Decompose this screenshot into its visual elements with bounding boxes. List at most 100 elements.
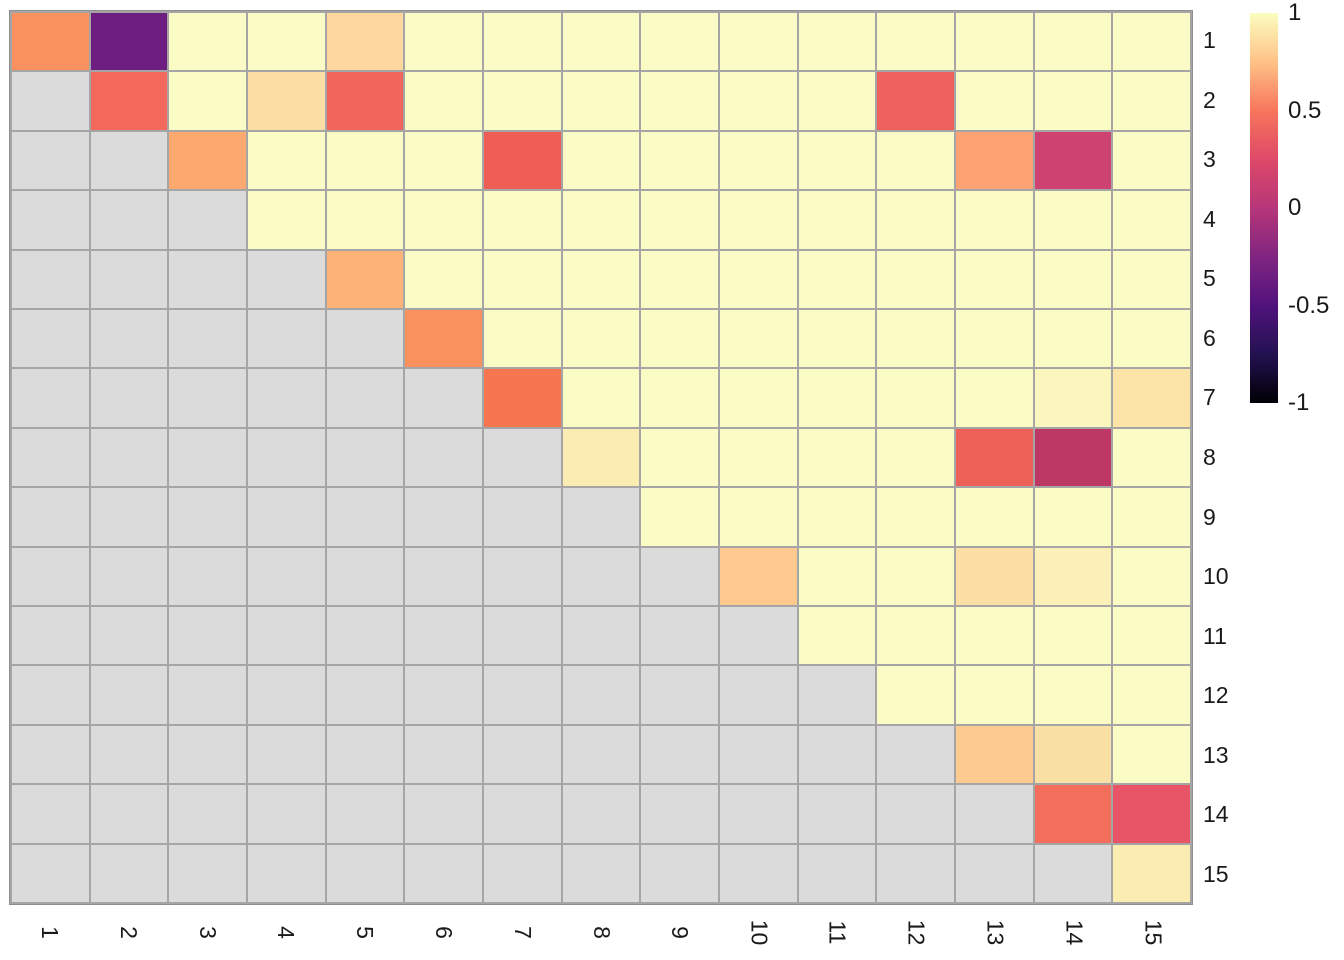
heatmap-cell (798, 13, 876, 71)
heatmap-cell (12, 250, 89, 308)
heatmap-cell (326, 607, 404, 665)
heatmap-cell (405, 191, 482, 249)
heatmap-cell (877, 72, 954, 130)
heatmap-cell (247, 250, 325, 308)
heatmap-cell (326, 369, 404, 427)
x-axis-label-text: 14 (1061, 919, 1088, 945)
heatmap-cell (719, 725, 797, 784)
y-axis-label: 12 (1203, 682, 1229, 709)
heatmap-cell (169, 131, 246, 190)
heatmap-cell (955, 250, 1033, 308)
heatmap-cell (641, 428, 718, 487)
x-axis-label: 9 (640, 904, 719, 960)
heatmap-cell (1113, 72, 1190, 130)
heatmap-cell (641, 666, 718, 724)
heatmap-cell (483, 725, 561, 784)
heatmap-cell (641, 725, 718, 784)
x-axis-label: 10 (719, 904, 798, 960)
heatmap-cell (12, 547, 89, 605)
colorbar-tick-label: -0.5 (1288, 291, 1330, 319)
heatmap-cell (169, 250, 246, 308)
heatmap-cell (12, 72, 89, 130)
heatmap-cell (483, 310, 561, 368)
heatmap-cell (1113, 488, 1190, 546)
x-axis-label: 6 (404, 904, 483, 960)
x-axis-label: 7 (483, 904, 562, 960)
heatmap-cell (326, 250, 404, 308)
heatmap-cell (405, 785, 482, 843)
heatmap-cell (90, 72, 168, 130)
x-axis-label: 8 (562, 904, 641, 960)
heatmap-cell (12, 191, 89, 249)
heatmap-cell (483, 428, 561, 487)
x-axis-label-text: 5 (352, 925, 379, 939)
heatmap-cell (169, 428, 246, 487)
heatmap-cell (169, 13, 246, 71)
heatmap-cell (405, 369, 482, 427)
colorbar-tick-label: 0.5 (1288, 96, 1322, 124)
heatmap-cell (955, 131, 1033, 190)
heatmap-cell (405, 250, 482, 308)
heatmap-cell (798, 131, 876, 190)
heatmap-cell (719, 428, 797, 487)
heatmap-cell (641, 131, 718, 190)
heatmap-cell (798, 428, 876, 487)
heatmap-cell (405, 666, 482, 724)
heatmap-cell (1113, 250, 1190, 308)
heatmap-cell (247, 72, 325, 130)
heatmap-cell (798, 488, 876, 546)
heatmap-cell (955, 310, 1033, 368)
heatmap-cell (169, 844, 246, 902)
heatmap-cell (483, 547, 561, 605)
heatmap-cell (562, 131, 640, 190)
heatmap-cell (326, 13, 404, 71)
heatmap-cell (169, 310, 246, 368)
heatmap-cell (247, 725, 325, 784)
heatmap-cell (12, 310, 89, 368)
heatmap-cell (247, 369, 325, 427)
heatmap-cell (562, 72, 640, 130)
heatmap-cell (877, 666, 954, 724)
heatmap-cell (955, 488, 1033, 546)
heatmap-cell (12, 844, 89, 902)
heatmap-cell (169, 666, 246, 724)
heatmap-cell (169, 191, 246, 249)
heatmap-cell (719, 250, 797, 308)
heatmap-cell (562, 250, 640, 308)
colorbar-gradient (1250, 13, 1278, 403)
heatmap-cell (877, 250, 954, 308)
heatmap-cell (247, 310, 325, 368)
heatmap-cell (1034, 72, 1112, 130)
heatmap-cell (1034, 488, 1112, 546)
heatmap-cell (326, 488, 404, 546)
x-axis-label: 4 (246, 904, 325, 960)
heatmap-cell (90, 607, 168, 665)
x-axis-label-text: 7 (509, 925, 536, 939)
heatmap-cell (483, 369, 561, 427)
heatmap-cell (1034, 369, 1112, 427)
heatmap-cell (1113, 191, 1190, 249)
heatmap-cell (641, 844, 718, 902)
heatmap-cell (1113, 428, 1190, 487)
heatmap-cell (1034, 250, 1112, 308)
heatmap-cell (798, 72, 876, 130)
heatmap-cell (169, 369, 246, 427)
heatmap-grid (10, 11, 1192, 904)
heatmap-cell (877, 13, 954, 71)
y-axis-label: 11 (1203, 622, 1227, 649)
heatmap-cell (1113, 547, 1190, 605)
heatmap-cell (1034, 666, 1112, 724)
x-axis-label: 14 (1034, 904, 1113, 960)
heatmap-cell (169, 725, 246, 784)
heatmap-cell (169, 72, 246, 130)
heatmap-cell (483, 13, 561, 71)
y-axis-label: 8 (1203, 443, 1216, 470)
heatmap-cell (247, 607, 325, 665)
x-axis-label-text: 9 (667, 925, 694, 939)
heatmap-cell (877, 725, 954, 784)
x-axis-label: 15 (1113, 904, 1192, 960)
colorbar-tick-label: 0 (1288, 194, 1302, 221)
heatmap-cell (405, 72, 482, 130)
heatmap-cell (12, 369, 89, 427)
heatmap-cell (90, 547, 168, 605)
